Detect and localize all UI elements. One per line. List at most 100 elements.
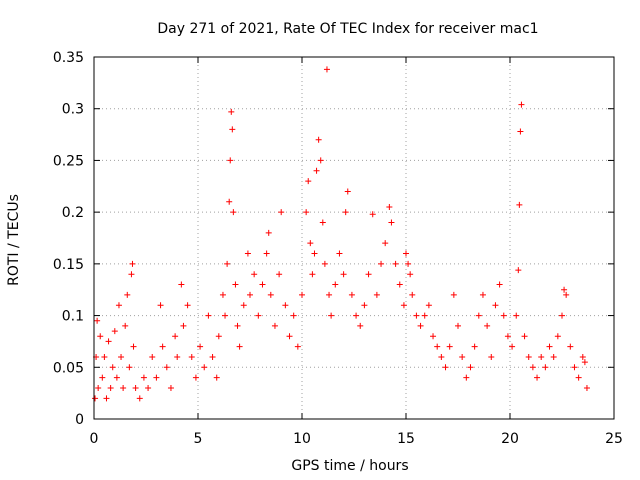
data-point	[455, 322, 461, 329]
data-point	[425, 302, 432, 309]
data-point	[234, 322, 241, 329]
data-point	[492, 302, 499, 309]
data-point	[99, 374, 106, 381]
data-point	[509, 343, 516, 350]
data-point	[97, 333, 104, 340]
y-tick-label: 0.3	[62, 102, 84, 118]
data-point	[167, 384, 174, 391]
data-point	[326, 291, 333, 298]
data-point	[95, 384, 102, 391]
data-point	[130, 343, 137, 350]
data-point	[479, 291, 486, 298]
data-point	[396, 281, 403, 288]
data-point	[309, 271, 316, 278]
data-point	[344, 188, 351, 195]
data-point	[107, 384, 114, 391]
data-point	[103, 395, 110, 402]
data-point	[265, 229, 272, 236]
data-point	[382, 240, 389, 247]
data-point	[174, 353, 181, 360]
data-point	[205, 312, 212, 319]
data-point	[149, 353, 156, 360]
data-point	[332, 281, 339, 288]
data-point	[340, 271, 347, 278]
data-point	[446, 343, 453, 350]
data-point	[407, 271, 414, 278]
x-tick-labels: 0 5 10 15 20 25	[90, 431, 623, 447]
data-point	[140, 374, 147, 381]
data-point	[430, 333, 437, 340]
data-point	[434, 343, 441, 350]
data-point	[488, 353, 495, 360]
y-tick-label: 0.25	[53, 153, 84, 169]
data-point	[226, 198, 233, 205]
data-point	[348, 291, 355, 298]
data-point	[132, 384, 139, 391]
data-point	[224, 260, 231, 267]
data-point	[94, 317, 101, 324]
y-tick-label: 0	[75, 412, 84, 428]
data-point	[227, 157, 234, 164]
data-point	[290, 312, 297, 319]
data-point	[118, 353, 125, 360]
data-point	[336, 250, 343, 257]
data-point	[299, 291, 305, 298]
data-point	[222, 312, 229, 319]
data-point	[484, 322, 491, 329]
data-point	[515, 267, 522, 274]
y-tick-label: 0.35	[53, 50, 84, 66]
data-point	[328, 312, 335, 319]
data-point	[342, 209, 349, 216]
x-tick-label: 10	[293, 431, 311, 447]
data-point	[378, 260, 385, 267]
x-tick-label: 0	[90, 431, 99, 447]
x-axis-label: GPS time / hours	[291, 458, 408, 474]
data-point	[571, 364, 578, 371]
data-point	[255, 312, 262, 319]
data-point	[213, 374, 220, 381]
data-point	[550, 353, 557, 360]
data-point	[450, 291, 457, 298]
data-point	[475, 312, 482, 319]
data-point	[417, 322, 424, 329]
data-point	[538, 353, 545, 360]
data-point	[307, 240, 314, 247]
data-point	[421, 312, 428, 319]
data-point	[442, 364, 449, 371]
data-point	[192, 374, 199, 381]
data-point	[219, 291, 226, 298]
y-tick-label: 0.15	[53, 257, 84, 273]
data-point	[575, 374, 582, 381]
data-point	[230, 209, 237, 216]
data-point	[145, 384, 152, 391]
data-point	[357, 322, 364, 329]
data-point	[561, 286, 568, 293]
data-point	[305, 178, 312, 185]
data-point	[319, 219, 326, 226]
data-point	[180, 322, 187, 329]
data-point	[546, 343, 553, 350]
data-point	[353, 312, 360, 319]
data-point	[459, 353, 466, 360]
data-point	[517, 128, 524, 135]
data-point	[521, 333, 528, 340]
x-tick-label: 20	[501, 431, 519, 447]
data-point	[467, 364, 474, 371]
data-point	[136, 395, 143, 402]
y-tick-label: 0.05	[53, 360, 84, 376]
data-point	[113, 374, 120, 381]
data-point	[504, 333, 511, 340]
data-point	[311, 250, 318, 257]
data-point	[567, 343, 574, 350]
data-point	[240, 302, 247, 309]
data-point	[247, 291, 253, 298]
data-point	[294, 343, 301, 350]
data-point	[369, 211, 376, 218]
y-tick-label: 0.1	[62, 309, 84, 325]
x-tick-label: 25	[605, 431, 623, 447]
data-point	[554, 333, 561, 340]
data-point	[392, 260, 399, 267]
x-tick-label: 5	[194, 431, 203, 447]
data-point	[129, 260, 136, 267]
data-point	[321, 260, 328, 267]
